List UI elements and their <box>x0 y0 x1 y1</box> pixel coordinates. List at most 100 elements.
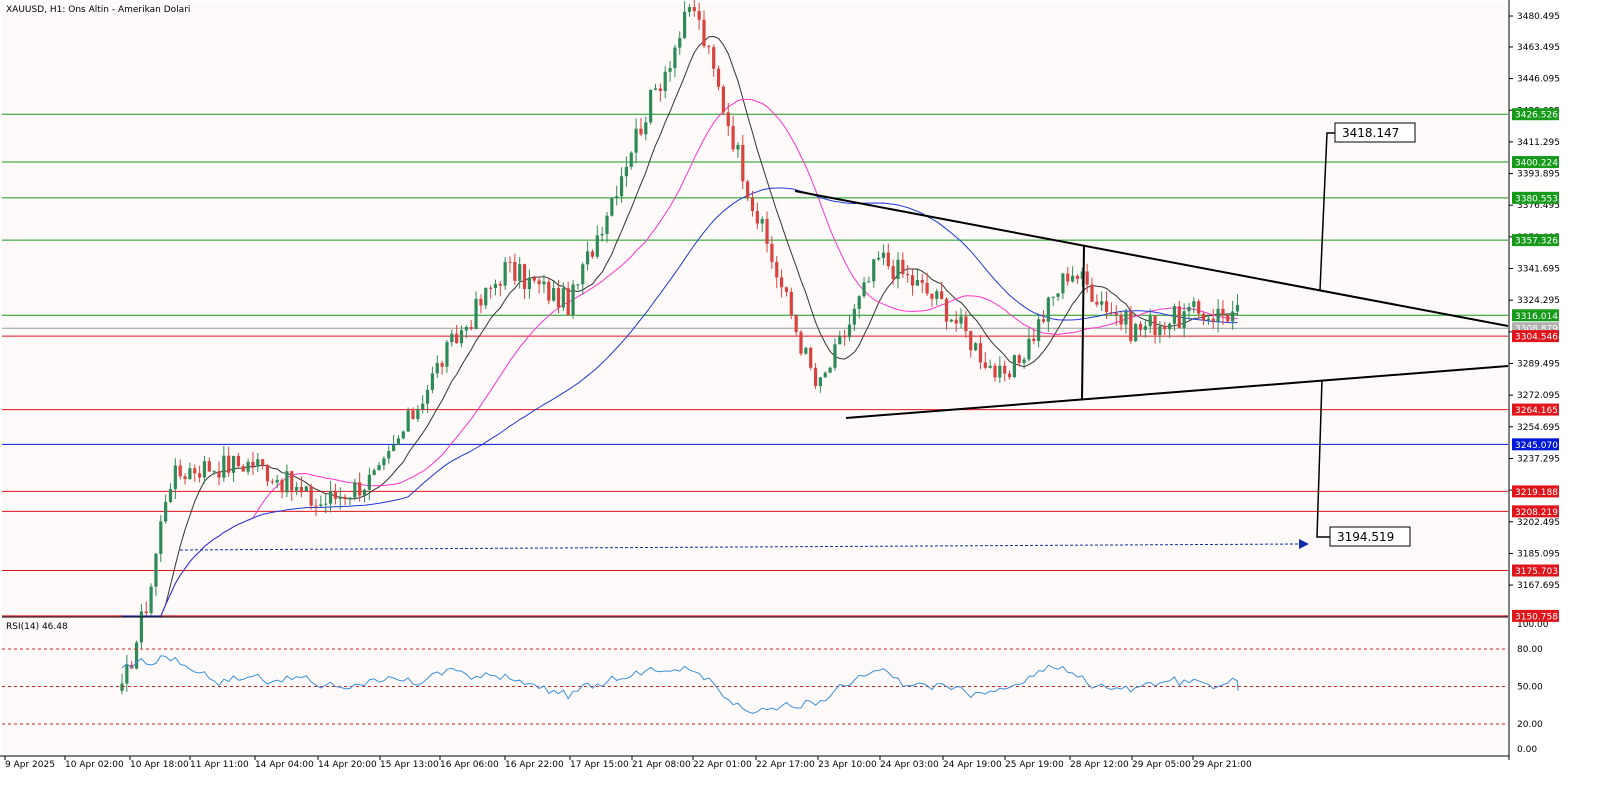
candle-body <box>527 277 531 289</box>
candle-body <box>1056 293 1060 297</box>
candle-body <box>944 298 949 322</box>
candle-body <box>275 479 279 483</box>
candle-body <box>1148 316 1152 327</box>
candle-body <box>1182 311 1186 328</box>
price-tick-label: 3167.695 <box>1517 581 1560 591</box>
level-price-box <box>1512 564 1559 577</box>
candle-body <box>925 282 929 294</box>
candle-body <box>780 277 784 288</box>
candle-body <box>1192 301 1196 307</box>
candle-body <box>469 327 473 329</box>
candle-body <box>891 266 895 280</box>
time-tick-label: 14 Apr 04:00 <box>255 760 314 770</box>
candle-body <box>1027 338 1031 360</box>
candle-body <box>649 89 653 123</box>
candle-body <box>1090 284 1094 302</box>
candle-body <box>319 504 323 506</box>
price-tick-label: 3376.495 <box>1517 201 1560 211</box>
time-axis: 9 Apr 2025 10 Apr 02:00 10 Apr 18:00 11 Apr… <box>0 755 1509 770</box>
candle-body <box>1051 296 1055 298</box>
candle-body <box>566 288 570 316</box>
candle-body <box>998 365 1002 378</box>
price-axis: 3480.4953463.4953446.0953428.6953411.295… <box>1508 0 1560 760</box>
candle-body <box>1153 316 1157 335</box>
candle-body <box>547 281 551 301</box>
rsi-tick-label: 0.00 <box>1517 745 1537 755</box>
candle-body <box>285 471 289 493</box>
candle-body <box>537 280 541 285</box>
candle-body <box>639 128 643 135</box>
candle-body <box>188 468 192 480</box>
candle-body <box>862 282 866 297</box>
level-price-box <box>1512 330 1559 343</box>
level-price-box <box>1512 191 1559 204</box>
candle-body <box>673 47 677 69</box>
price-tick-label: 3237.295 <box>1517 454 1560 464</box>
candle-body <box>1104 301 1109 313</box>
candle-body <box>236 455 240 467</box>
candle-body <box>959 316 963 324</box>
time-tick-label: 17 Apr 15:00 <box>570 760 629 770</box>
candle-body <box>227 455 231 473</box>
candle-body <box>1046 297 1050 322</box>
candlesticks <box>120 0 1240 695</box>
candle-body <box>256 459 260 467</box>
candle-body <box>193 468 197 474</box>
time-tick-label: 16 Apr 22:00 <box>505 760 564 770</box>
time-tick-label: 14 Apr 20:00 <box>318 760 377 770</box>
candle-body <box>969 331 973 351</box>
price-tick-label: 3393.895 <box>1517 170 1560 180</box>
candle-body <box>1143 326 1147 330</box>
price-tick-label: 3463.495 <box>1517 43 1560 53</box>
level-price-label: 3308.879 <box>1515 325 1558 335</box>
candle-body <box>421 403 425 410</box>
candle-body <box>624 166 628 177</box>
candle-body <box>716 68 721 87</box>
candle-body <box>707 46 711 48</box>
level-price-label: 3400.224 <box>1515 159 1558 169</box>
time-tick-label: 22 Apr 17:00 <box>756 760 815 770</box>
candle-body <box>736 145 740 150</box>
candle-body <box>993 365 997 378</box>
candle-body <box>1129 311 1133 342</box>
candle-body <box>309 486 313 506</box>
candle-body <box>416 409 420 420</box>
candle-body <box>828 367 832 373</box>
candle-body <box>353 482 357 498</box>
time-tick-label: 29 Apr 05:00 <box>1132 760 1191 770</box>
candle-body <box>392 444 396 452</box>
candle-body <box>1007 373 1012 378</box>
time-tick-label: 24 Apr 19:00 <box>943 760 1002 770</box>
price-tick-label: 3480.495 <box>1517 12 1560 22</box>
candle-body <box>644 122 648 135</box>
candle-body <box>518 264 522 281</box>
candle-body <box>202 461 207 478</box>
candle-body <box>1017 355 1021 363</box>
candle-body <box>1187 306 1191 312</box>
candle-body <box>1114 313 1118 316</box>
candle-body <box>464 327 468 331</box>
candle-body <box>1231 311 1235 322</box>
candle-body <box>367 474 371 490</box>
candle-body <box>1226 314 1230 322</box>
time-tick-label: 29 Apr 21:00 <box>1193 760 1252 770</box>
candle-body <box>314 505 318 507</box>
candle-body <box>445 342 449 367</box>
candle-body <box>683 11 687 39</box>
candle-body <box>173 465 177 490</box>
candle-body <box>532 277 536 281</box>
candle-body <box>425 389 430 404</box>
candle-body <box>571 284 575 316</box>
candle-body <box>489 287 493 289</box>
candle-body <box>1095 301 1099 305</box>
candle-body <box>149 586 153 614</box>
candle-body <box>1085 271 1089 285</box>
candle-body <box>600 234 604 236</box>
rsi-tick-label: 80.00 <box>1517 645 1543 655</box>
candle-body <box>396 438 401 445</box>
candle-body <box>1211 318 1215 322</box>
target-up-leader <box>1319 132 1335 291</box>
candle-body <box>1100 301 1104 305</box>
candle-body <box>125 664 129 684</box>
level-price-label: 3245.070 <box>1515 441 1558 451</box>
